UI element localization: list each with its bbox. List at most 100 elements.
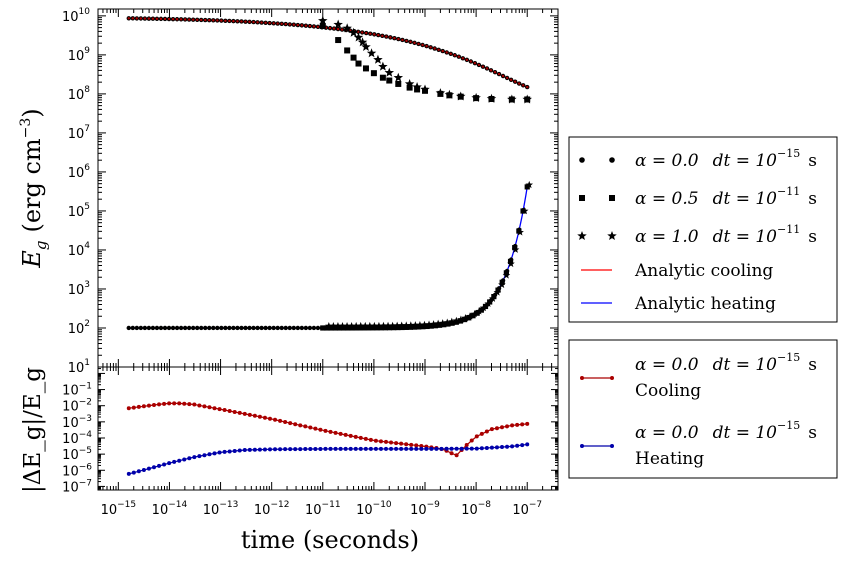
y-tick-label: 102 [68,319,90,337]
analytic-heating-line [128,186,528,329]
cooling-overlay-point [501,74,505,78]
cooling-error-point [283,419,288,424]
star-point-heating [347,321,356,330]
star-point-heating [488,294,497,302]
cooling-overlay-point [268,21,271,25]
cooling-overlay-point [505,76,509,80]
svg-text:Eg(erg cm−3): Eg(erg cm−3) [18,108,50,268]
cooling-overlay-point [477,63,481,67]
cooling-error-point [252,413,257,418]
star-point-heating [334,321,342,330]
legend-square-icon [609,195,615,201]
star-point-cooling [412,82,422,92]
heating-error-point [212,451,217,456]
star-point-heating [356,321,365,330]
legend-bottom-label: α = 0.0 dt = 10−15 s [635,419,817,443]
cooling-overlay-point [433,47,436,50]
dot-point-heating [263,325,268,331]
heating-error-point [414,446,419,451]
square-point-cooling [395,80,402,87]
cooling-error-point [308,425,313,430]
legend-bottom-caption: Heating [635,449,704,469]
heating-error-point [126,471,131,476]
heating-error-point [318,446,323,451]
cooling-overlay-point [405,39,408,43]
star-point-heating [479,303,488,312]
square-point-cooling [319,22,326,29]
heating-error-point [353,446,358,451]
cooling-overlay-point [288,23,291,26]
cooling-error-point [288,421,293,426]
heating-error-point [389,446,394,451]
star-point-heating [466,312,474,320]
cooling-error-point [469,438,474,443]
dot-point-heating [271,325,276,331]
heating-error-point [162,462,167,467]
y-tick-label: 107 [68,124,90,142]
legend-star-icon [607,231,617,241]
heating-error-point [449,446,454,451]
cooling-error-point [227,409,232,414]
square-point-cooling [350,54,357,61]
cooling-error-point [278,418,283,423]
cooling-error-point [358,435,363,440]
legend-star-icon [577,231,587,241]
heating-error-point [464,446,469,451]
cooling-error-point [136,404,141,409]
dot-point-heating [231,325,236,331]
square-point-heating [428,323,434,329]
heating-error-point [358,446,363,451]
heating-error-point [146,466,151,471]
cooling-error-point [167,401,172,406]
cooling-error-point [131,405,136,410]
cooling-overlay-point [457,55,461,58]
cooling-error-point [146,403,151,408]
star-point-heating [329,321,338,330]
heating-error-point [222,449,227,454]
heating-error-point [373,446,378,451]
star-point-heating [375,321,383,330]
legend-error-dot-icon [610,376,614,380]
heating-error-point [217,450,222,455]
star-point-heating [507,259,515,268]
cooling-overlay-point [159,17,163,21]
heating-error-point [308,447,313,452]
dot-point-heating [227,325,232,331]
square-point-heating [328,325,334,331]
cooling-overlay-point [131,17,134,20]
heating-error-point [444,446,449,451]
dot-point-heating [182,325,188,331]
cooling-error-point [242,411,247,416]
star-point-cooling [361,41,371,51]
dot-point-heating [287,325,292,331]
top-plot-area [126,15,534,331]
cooling-overlay-point [401,38,404,42]
cooling-error-point [126,406,131,411]
cooling-overlay-point [220,19,223,22]
legend-error-dot-icon [610,444,614,448]
dot-point-heating [203,325,208,331]
dot-point-heating [303,325,309,331]
cooling-overlay-point [151,17,155,20]
bottom-ticks: 10−710−610−510−410−310−210−1 [62,368,558,495]
heating-error-point [434,446,439,451]
cooling-overlay-point [312,25,316,28]
cooling-overlay-point [244,20,247,23]
cooling-overlay-point [509,78,513,82]
star-point-heating [397,321,406,329]
y-tick-label: 104 [68,241,91,259]
cooling-overlay-point [373,33,376,36]
star-point-heating [388,321,397,329]
legend-bottom: α = 0.0 dt = 10−15 s Cooling α = 0.0 dt = 10−… [568,339,838,479]
cooling-error-point [217,407,222,412]
heating-error-point [368,446,373,451]
cooling-error-point [151,402,156,407]
cooling-error-point [313,426,318,431]
cooling-overlay-point [385,35,388,38]
cooling-error-point [247,412,252,417]
cooling-error-point [515,422,520,427]
cooling-error-point [182,401,187,406]
x-axis-label: time (seconds) [241,526,419,554]
cooling-error-point [378,439,383,444]
